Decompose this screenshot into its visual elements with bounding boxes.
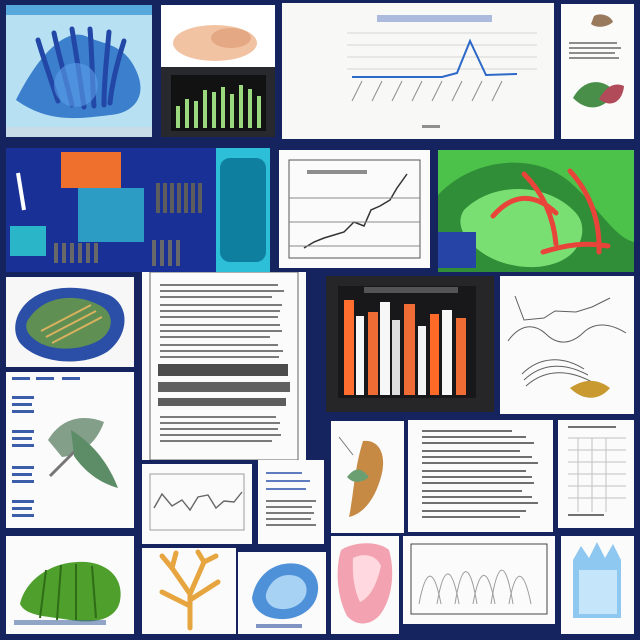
- waveform-card-illustration: [142, 464, 252, 544]
- tile-ice-shape: [561, 536, 634, 634]
- tile-blue-shell: [238, 552, 326, 634]
- tile-text-document: [142, 272, 306, 460]
- text-document-illustration: [142, 272, 306, 460]
- growth-chart-illustration: [279, 150, 430, 268]
- topographic-map-illustration: [6, 277, 134, 367]
- grid-sheet-illustration: [558, 420, 634, 528]
- coral-branch-illustration: [142, 548, 236, 634]
- tile-pink-shape: [331, 536, 399, 634]
- tile-blue-organism: [6, 5, 152, 137]
- tile-waveform-card: [142, 464, 252, 544]
- tile-plant-text: [6, 372, 134, 528]
- tile-green-insect: [6, 536, 134, 634]
- line-chart-spike-illustration: [282, 3, 554, 139]
- blue-organism-illustration: [6, 5, 152, 137]
- tile-blue-data-panel: [6, 148, 270, 272]
- plant-text-illustration: [6, 372, 134, 528]
- tile-coral-branch: [142, 548, 236, 634]
- tile-document-text: [408, 420, 553, 532]
- document-text-illustration: [408, 420, 553, 532]
- note-card-illustration: [258, 460, 324, 544]
- tile-ridge-chart: [403, 536, 555, 624]
- ice-shape-illustration: [561, 536, 634, 634]
- green-red-organ-illustration: [438, 150, 634, 272]
- wave-sketch-illustration: [500, 276, 634, 414]
- tile-wave-sketch: [500, 276, 634, 414]
- tile-line-chart-spike: [282, 3, 554, 139]
- tile-bird-diagram: [561, 4, 634, 139]
- vertical-bars-illustration: [326, 276, 494, 412]
- root-sketch-illustration: [331, 421, 404, 533]
- green-insect-illustration: [6, 536, 134, 634]
- pink-shape-illustration: [331, 536, 399, 634]
- tile-topographic-map: [6, 277, 134, 367]
- tile-green-red-organ: [438, 150, 634, 272]
- tile-vertical-bars: [326, 276, 494, 412]
- tile-growth-chart: [279, 150, 430, 268]
- bird-diagram-illustration: [561, 4, 634, 139]
- food-and-bars-illustration: [161, 5, 275, 131]
- tile-food-bars: [161, 5, 275, 137]
- tile-root-sketch: [331, 421, 404, 533]
- ridge-chart-illustration: [403, 536, 555, 624]
- tile-note-card: [258, 460, 324, 544]
- blue-shell-illustration: [238, 552, 326, 634]
- blue-data-panel-illustration: [6, 148, 270, 272]
- tile-grid-sheet: [558, 420, 634, 528]
